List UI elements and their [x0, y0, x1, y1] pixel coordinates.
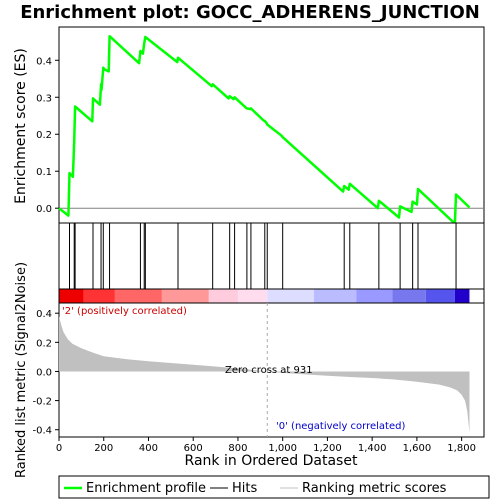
es-y-tick-label: 0.3 [36, 93, 52, 104]
es-y-axis-label: Enrichment score (ES) [13, 48, 29, 204]
x-tick-label: 0 [56, 443, 62, 454]
es-panel: 0.0 0.1 0.2 0.3 0.4 Enrichment score (ES) [13, 27, 484, 224]
x-tick-label: 400 [139, 443, 158, 454]
band-segment [357, 289, 393, 303]
negative-correlation-label: '0' (negatively correlated) [276, 421, 405, 432]
es-y-tick-label: 0.1 [36, 167, 52, 178]
band-segments [59, 289, 469, 303]
band-segment [426, 289, 455, 303]
metric-y-tick-label: -0.2 [32, 397, 52, 408]
band-segment [115, 289, 162, 303]
positive-correlation-label: '2' (positively correlated) [62, 306, 187, 317]
x-ticks: 0 200 400 600 800 1,000 1,200 1,400 1,600 1,800 [56, 437, 476, 454]
band-segment [209, 289, 238, 303]
x-tick-label: 1,400 [358, 443, 387, 454]
hits-panel [59, 223, 484, 289]
band-segment [84, 289, 115, 303]
legend-hits-label: Hits [232, 481, 257, 496]
legend: Enrichment profile Hits Ranking metric s… [59, 476, 489, 498]
band-segment [238, 289, 267, 303]
legend-metric-label: Ranking metric scores [302, 481, 447, 496]
band-segment [59, 289, 84, 303]
x-tick-label: 200 [94, 443, 113, 454]
x-tick-label: 1,600 [403, 443, 432, 454]
band-segment [267, 289, 314, 303]
es-plot-area [59, 27, 484, 223]
metric-y-tick-label: 0.2 [36, 338, 52, 349]
hits-plot-area [59, 223, 484, 289]
band-segment [392, 289, 426, 303]
es-y-tick-label: 0.4 [36, 56, 52, 67]
metric-y-axis-label: Ranked list metric (Signal2Noise) [14, 262, 29, 478]
chart-title: Enrichment plot: GOCC_ADHERENS_JUNCTION [20, 2, 480, 23]
legend-enrichment-label: Enrichment profile [86, 481, 206, 496]
band-segment [314, 289, 357, 303]
es-y-ticks: 0.0 0.1 0.2 0.3 0.4 [36, 56, 59, 215]
metric-y-tick-label: 0.4 [36, 309, 52, 320]
x-axis-label: Rank in Ordered Dataset [185, 453, 358, 469]
band-segment [162, 289, 209, 303]
metric-y-ticks: -0.4 -0.2 0.0 0.2 0.4 [32, 309, 59, 437]
x-axis: 0 200 400 600 800 1,000 1,200 1,400 1,600 1,800 R… [56, 437, 476, 469]
es-y-tick-label: 0.2 [36, 130, 52, 141]
zero-cross-label: Zero cross at 931 [225, 365, 313, 376]
metric-y-tick-label: 0.0 [36, 367, 52, 378]
x-tick-label: 1,800 [447, 443, 476, 454]
metric-y-tick-label: -0.4 [32, 426, 52, 437]
band-segment [455, 289, 470, 303]
rank-color-band [59, 289, 484, 303]
es-y-tick-label: 0.0 [36, 204, 52, 215]
